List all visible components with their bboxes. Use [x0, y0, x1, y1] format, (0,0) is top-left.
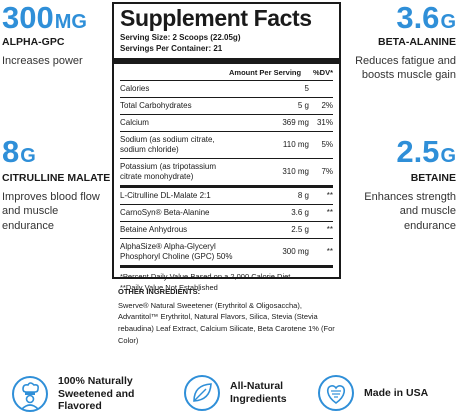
servings-per-container: Servings Per Container: 21 — [120, 44, 223, 54]
stat-name: BETAINE — [410, 172, 456, 184]
stat-name: CITRULLINE MALATE — [2, 172, 111, 184]
stat-betaine: 2.5G BETAINE Enhances strength and muscl… — [346, 136, 456, 233]
facts-row: Potassium (as tripotassium citrate monoh… — [120, 159, 333, 188]
facts-row: AlphaSize® Alpha-Glyceryl Phosphoryl Cho… — [120, 239, 333, 268]
footnote-dv: *Percent Daily Value Based on a 2,000 Ca… — [120, 271, 291, 281]
facts-title: Supplement Facts — [120, 5, 312, 31]
facts-row: L-Citrulline DL-Malate 2:1 8 g ** — [120, 188, 333, 205]
stat-description: Increases power — [2, 55, 83, 67]
amount-header: Amount Per Serving — [229, 67, 302, 77]
stat-description: Improves blood flow and muscle endurance — [2, 191, 100, 232]
badge-label: 100% Naturally Sweetened and Flavored — [58, 375, 135, 413]
stat-description: Reduces fatigue and boosts muscle gain — [355, 55, 456, 82]
footnote-not-established: **Daily Value Not Established — [120, 283, 218, 293]
badge-naturally-sweetened: 100% Naturally Sweetened and Flavored — [12, 375, 134, 413]
stat-name: ALPHA-GPC — [2, 36, 65, 48]
badge-all-natural: All-Natural Ingredients — [184, 375, 287, 411]
stat-value: 300MG — [2, 0, 87, 35]
leaf-icon — [184, 375, 220, 411]
stat-alpha-gpc: 300MG ALPHA-GPC Increases power — [2, 2, 102, 68]
stat-value: 2.5G — [396, 134, 456, 169]
serving-size: Serving Size: 2 Scoops (22.05g) — [120, 33, 241, 43]
badge-made-in-usa: Made in USA — [318, 375, 428, 411]
facts-row: Betaine Anhydrous 2.5 g ** — [120, 222, 333, 239]
stat-value: 8G — [2, 134, 36, 169]
facts-header-row: Amount Per Serving %DV* — [120, 64, 333, 81]
stat-description: Enhances strength and muscle endurance — [364, 191, 456, 232]
facts-row: Calcium 369 mg 31% — [120, 115, 333, 132]
facts-row: Sodium (as sodium citrate, sodium chlori… — [120, 132, 333, 159]
other-ingredients-text: Swerve® Natural Sweetener (Erythritol & … — [118, 300, 335, 345]
stat-name: BETA-ALANINE — [378, 36, 456, 48]
supplement-facts-panel: Supplement Facts Serving Size: 2 Scoops … — [112, 2, 341, 292]
stat-citrulline-malate: 8G CITRULLINE MALATE Improves blood flow… — [2, 136, 110, 233]
facts-footnotes: *Percent Daily Value Based on a 2,000 Ca… — [120, 268, 333, 294]
other-ingredients: OTHER INGREDIENTS: Swerve® Natural Sweet… — [118, 286, 340, 346]
dv-header: %DV* — [312, 67, 333, 77]
chef-icon — [12, 375, 48, 412]
badge-label: All-Natural Ingredients — [230, 380, 287, 405]
badge-label: Made in USA — [364, 386, 429, 399]
facts-row: Total Carbohydrates 5 g 2% — [120, 98, 333, 115]
stat-beta-alanine: 3.6G BETA-ALANINE Reduces fatigue and bo… — [346, 2, 456, 83]
other-ingredients-heading: OTHER INGREDIENTS: — [118, 287, 201, 296]
facts-divider — [114, 57, 339, 64]
stat-value: 3.6G — [396, 0, 456, 35]
facts-row: CarnoSyn® Beta-Alanine 3.6 g ** — [120, 205, 333, 222]
usa-flag-icon — [318, 375, 354, 411]
facts-row: Calories 5 — [120, 81, 333, 98]
